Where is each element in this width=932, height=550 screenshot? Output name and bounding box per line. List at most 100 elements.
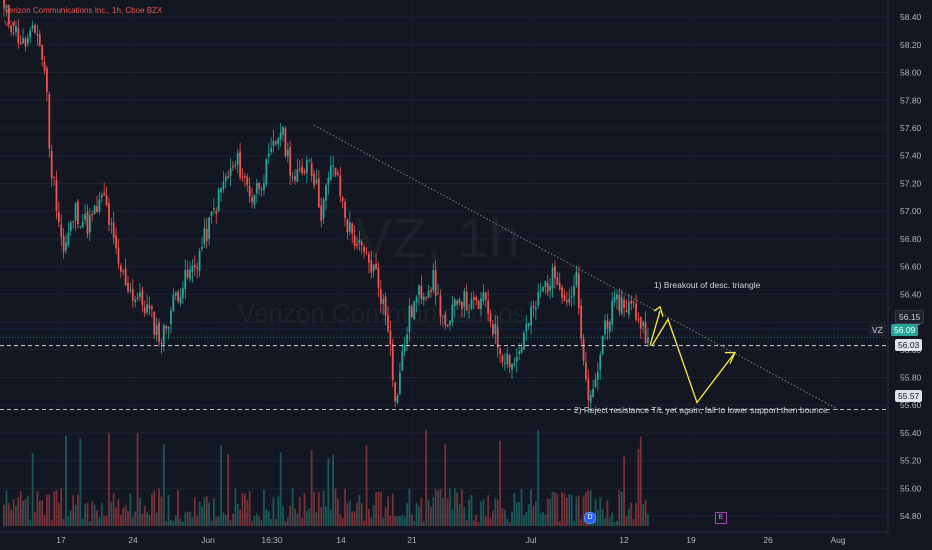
candle-body (337, 172, 339, 175)
volume-bar (425, 430, 428, 526)
candle-body (346, 219, 349, 233)
candle-body (3, 0, 5, 7)
volume-bar (368, 508, 370, 526)
candle-body (53, 176, 55, 178)
candle-body (224, 176, 227, 182)
price-axis: 58.40 58.20 58.00 57.80 57.60 57.40 57.20 57.00… (887, 0, 922, 532)
candle-body (496, 326, 499, 348)
candle-body (487, 300, 490, 314)
rejection-path[interactable] (651, 317, 736, 404)
candle-body (470, 299, 473, 309)
volume-bar (17, 497, 20, 526)
y-tick-label: 58.00 (900, 68, 922, 78)
candle-body (258, 183, 261, 189)
candle-body (484, 292, 487, 300)
volume-bar (489, 517, 492, 526)
volume-bar (43, 514, 46, 526)
volume-bar (432, 496, 435, 526)
volume-bar (511, 511, 513, 526)
volume-bar (277, 496, 280, 526)
y-tick-label: 56.40 (900, 289, 922, 299)
volume-bar (88, 521, 91, 526)
candle-body (305, 160, 308, 173)
volume-bar (582, 496, 585, 526)
y-tick-label: 55.40 (900, 428, 922, 438)
volume-bar (305, 510, 308, 526)
x-tick-label: Jun (201, 535, 215, 545)
candle-body (616, 294, 618, 300)
candle-body (554, 266, 556, 278)
candle-body (592, 388, 594, 398)
candle-body (394, 382, 397, 402)
volume-bar (57, 502, 60, 526)
candle-body (270, 148, 273, 153)
candle-body (537, 292, 540, 306)
volume-bar (565, 497, 568, 526)
earnings-marker[interactable]: E (715, 512, 727, 524)
candle-body (96, 206, 98, 212)
candle-body (558, 282, 561, 290)
volume-bar (644, 499, 647, 526)
candle-body (594, 379, 597, 387)
volume-bar (222, 512, 225, 526)
reject-annotation[interactable]: 2) Reject resistance T/L yet again, fall… (574, 405, 831, 415)
volume-bar (575, 496, 578, 526)
candle-body (418, 285, 420, 295)
volume-bar (358, 494, 361, 526)
volume-bar (499, 440, 501, 526)
volume-bar (127, 510, 129, 526)
volume-bar (210, 520, 213, 526)
dividend-marker[interactable]: D (584, 512, 596, 524)
y-tick-label: 57.40 (900, 151, 922, 161)
volume-bar (399, 515, 401, 526)
candle-body (134, 299, 137, 303)
volume-bar (7, 503, 10, 526)
candle-body (475, 297, 478, 301)
volume-bar (620, 491, 623, 526)
chart-title[interactable]: Verizon Communications Inc., 1h, Cboe BZ… (4, 6, 163, 15)
volume-bar (484, 516, 487, 526)
volume-bar (177, 489, 180, 526)
volume-bar (647, 513, 649, 526)
volume-bar (515, 502, 518, 526)
volume-bar (382, 517, 385, 526)
candle-body (286, 149, 289, 157)
volume-bar (339, 514, 342, 526)
volume-bar (494, 498, 497, 526)
volume-bar (162, 444, 165, 526)
resistance-trendline[interactable] (313, 124, 839, 410)
candle-body (508, 354, 511, 368)
volume-bar (289, 505, 292, 526)
volume-bar (639, 436, 642, 526)
volume-bar (84, 504, 86, 526)
candle-body (625, 310, 628, 313)
volume-bar (251, 521, 253, 526)
volume-bar (530, 489, 532, 526)
volume-bar (93, 505, 96, 526)
candle-body (5, 5, 8, 8)
candle-body (43, 61, 46, 71)
candle-body (69, 222, 72, 231)
candle-body (544, 281, 547, 288)
candle-body (193, 264, 196, 268)
breakout-annotation[interactable]: 1) Breakout of desc. triangle (654, 280, 761, 290)
volume-bar (370, 518, 373, 526)
candle-body (542, 287, 544, 292)
volume-bar (387, 496, 389, 526)
candle-body (119, 265, 122, 272)
volume-bar (303, 493, 306, 526)
candle-body (65, 242, 67, 251)
candle-body (248, 185, 251, 197)
volume-bar (286, 517, 289, 526)
y-tick-label: 55.60 (900, 400, 922, 410)
volume-bar (563, 493, 566, 526)
volume-bar (53, 491, 55, 526)
volume-legend[interactable]: Vol (4, 19, 16, 28)
volume-bar (401, 514, 404, 526)
breakout-arrow[interactable] (649, 310, 661, 346)
volume-bar (112, 493, 115, 526)
volume-bar (482, 499, 485, 526)
volume-bar (420, 497, 423, 526)
